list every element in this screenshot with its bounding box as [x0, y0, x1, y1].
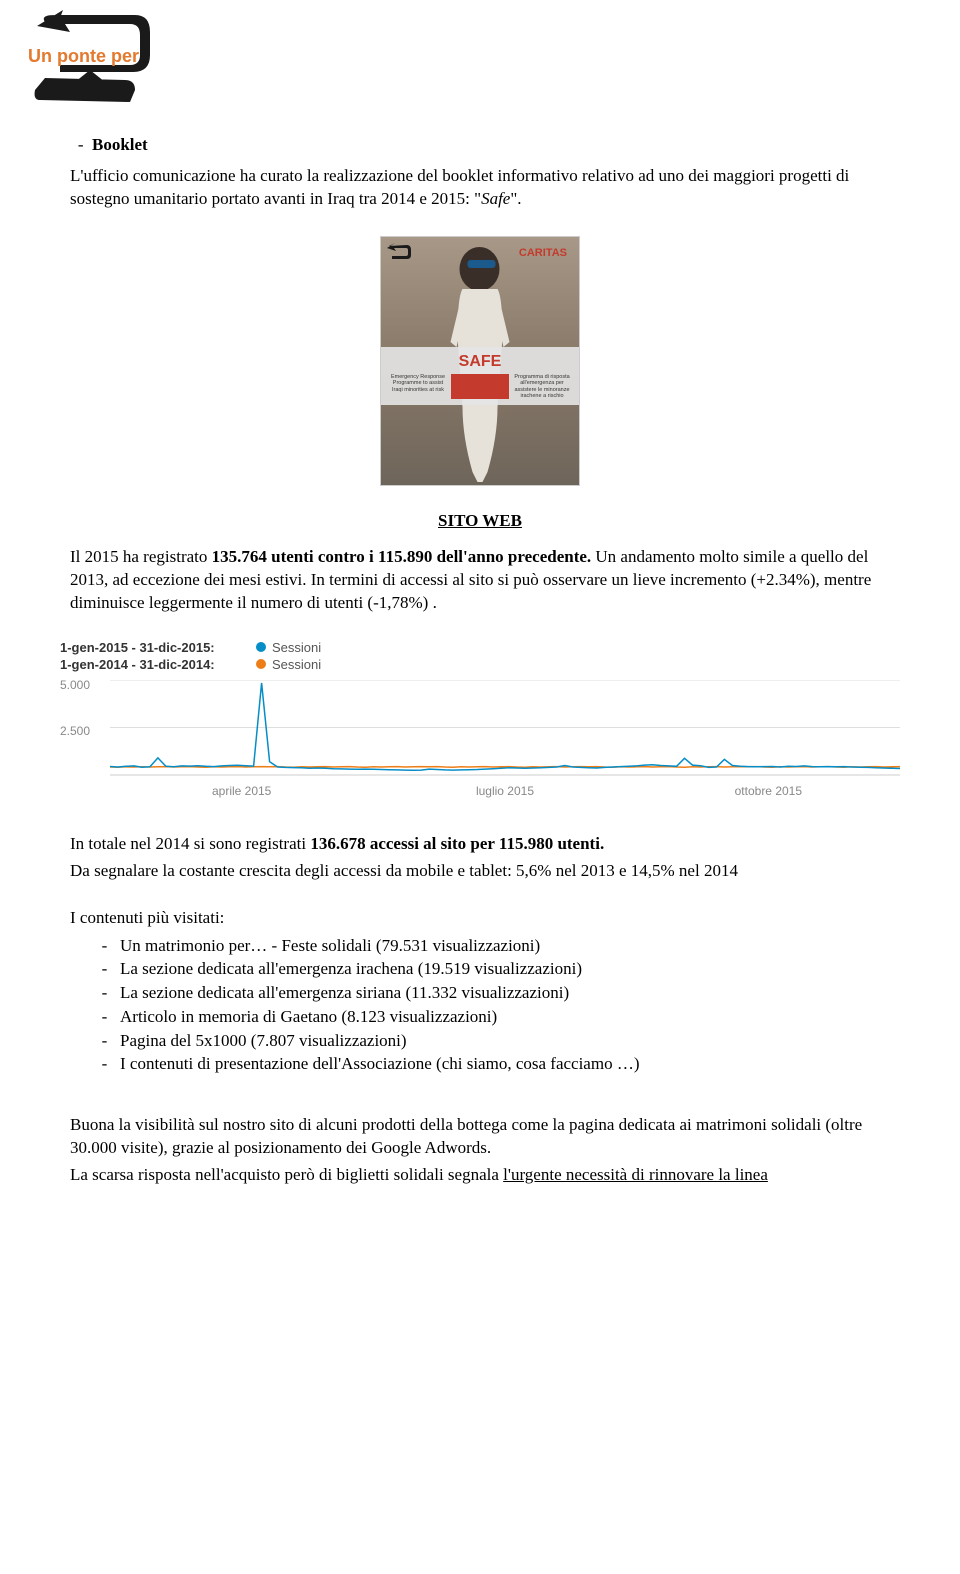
safe-band-right: Programma di risposta all'emergenza per … — [513, 374, 571, 399]
mobile-growth-para: Da segnalare la costante crescita degli … — [70, 860, 890, 883]
logo-text: Un ponte per — [28, 46, 139, 66]
sitoweb-para1: Il 2015 ha registrato 135.764 utenti con… — [70, 546, 890, 615]
safe-image-band: SAFE Emergency Response Programme to ass… — [381, 347, 579, 405]
list-item: Un matrimonio per… - Feste solidali (79.… — [120, 934, 890, 958]
list-item: La sezione dedicata all'emergenza sirian… — [120, 981, 890, 1005]
most-visited-list: Un matrimonio per… - Feste solidali (79.… — [120, 934, 890, 1077]
content-heading: I contenuti più visitati: — [70, 907, 890, 930]
list-item: La sezione dedicata all'emergenza irache… — [120, 957, 890, 981]
legend-dot-icon — [256, 642, 266, 652]
totals-para: In totale nel 2014 si sono registrati 13… — [70, 833, 890, 856]
final-para: La scarsa risposta nell'acquisto però di… — [70, 1164, 890, 1187]
chart-legend-row: 1-gen-2015 - 31-dic-2015: Sessioni — [60, 640, 900, 655]
chart-xaxis: aprile 2015 luglio 2015 ottobre 2015 — [60, 784, 900, 798]
safe-booklet-image: CARITAS SAFE Emergency Response Programm… — [380, 236, 580, 486]
chart-legend-row: 1-gen-2014 - 31-dic-2014: Sessioni — [60, 657, 900, 672]
booklet-heading: Booklet — [92, 135, 148, 154]
booklet-para: L'ufficio comunicazione ha curato la rea… — [70, 165, 890, 211]
chart-svg — [110, 680, 900, 780]
chart-xtick: ottobre 2015 — [637, 784, 900, 798]
chart-xtick: luglio 2015 — [373, 784, 636, 798]
chart-ytick: 2.500 — [60, 724, 90, 738]
booklet-heading-list: Booklet — [92, 135, 890, 155]
sitoweb-heading: SITO WEB — [70, 511, 890, 531]
list-item: Articolo in memoria di Gaetano (8.123 vi… — [120, 1005, 890, 1029]
chart-plot-area: 5.000 2.500 aprile 2015 luglio 2015 otto… — [60, 680, 900, 798]
logo: Un ponte per — [15, 10, 165, 105]
chart-ytick: 5.000 — [60, 678, 90, 692]
sessions-chart: 1-gen-2015 - 31-dic-2015: Sessioni 1-gen… — [60, 640, 900, 798]
logo-base — [35, 70, 135, 102]
chart-xtick: aprile 2015 — [110, 784, 373, 798]
chart-legend: 1-gen-2015 - 31-dic-2015: Sessioni 1-gen… — [60, 640, 900, 672]
legend-dot-icon — [256, 659, 266, 669]
visibility-para: Buona la visibilità sul nostro sito di a… — [70, 1114, 890, 1160]
safe-image-logo-icon — [387, 243, 412, 261]
list-item: I contenuti di presentazione dell'Associ… — [120, 1052, 890, 1076]
safe-band-left: Emergency Response Programme to assist I… — [389, 374, 447, 399]
list-item: Pagina del 5x1000 (7.807 visualizzazioni… — [120, 1029, 890, 1053]
safe-band-title: SAFE — [389, 353, 571, 371]
